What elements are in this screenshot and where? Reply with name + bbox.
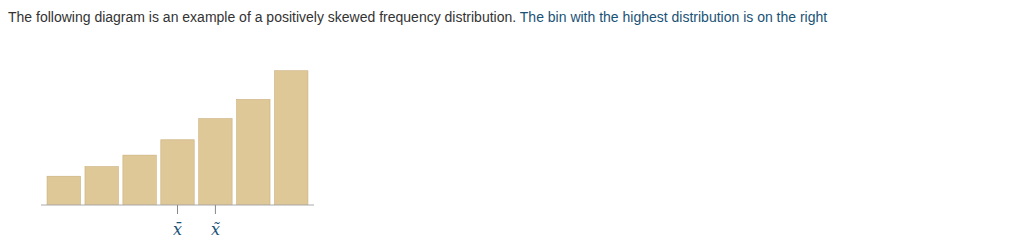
title-line: The following diagram is an example of a…	[8, 9, 827, 25]
chart: The following diagram is an example of a…	[0, 0, 1032, 252]
subtitle: The bin with the highest distribution is…	[516, 9, 827, 25]
bar	[199, 119, 232, 205]
title: The following diagram is an example of a…	[8, 9, 516, 25]
bar	[237, 100, 270, 205]
bar	[161, 140, 194, 205]
bar	[275, 71, 308, 205]
annotation-label: x̃	[211, 220, 220, 239]
bar	[123, 155, 156, 205]
annotation-label: x̄	[173, 220, 182, 239]
annotation-tick	[177, 205, 178, 214]
annotation-tick	[215, 205, 216, 214]
bars	[47, 71, 308, 205]
bar	[47, 176, 80, 205]
bar	[85, 167, 118, 205]
